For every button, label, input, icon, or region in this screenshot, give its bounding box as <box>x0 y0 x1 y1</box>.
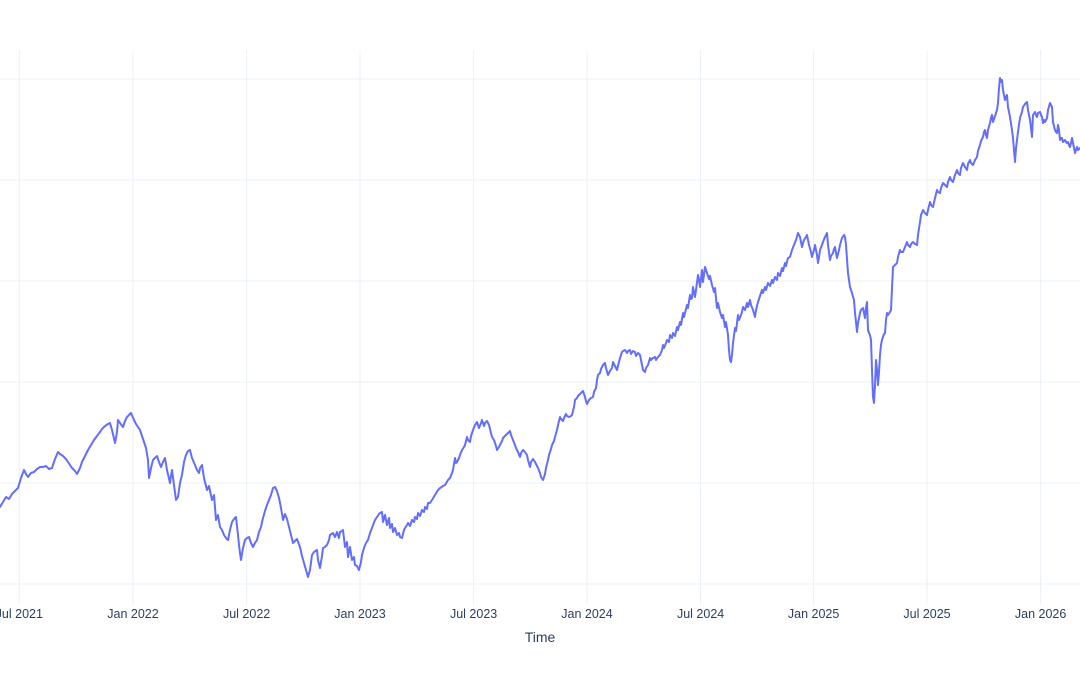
x-tick-label: Jan 2025 <box>787 607 840 621</box>
x-tick-label: Jul 2023 <box>449 607 498 621</box>
x-axis-ticks <box>18 600 1042 605</box>
x-tick-label: Jul 2021 <box>0 607 43 621</box>
x-tick-label: Jul 2025 <box>903 607 951 621</box>
x-tick-label: Jan 2023 <box>334 607 386 621</box>
x-tick-label: Jul 2022 <box>222 607 271 621</box>
x-tick-label: Jan 2024 <box>561 607 613 621</box>
x-tick-label: Jan 2022 <box>107 607 159 621</box>
x-tick-label: Jan 2026 <box>1014 607 1067 621</box>
x-axis-title: Time <box>524 629 556 645</box>
price-line-series <box>0 77 1080 578</box>
vertical-gridlines <box>18 50 1042 600</box>
x-tick-label: Jul 2024 <box>676 607 725 621</box>
horizontal-gridlines <box>0 78 1080 585</box>
